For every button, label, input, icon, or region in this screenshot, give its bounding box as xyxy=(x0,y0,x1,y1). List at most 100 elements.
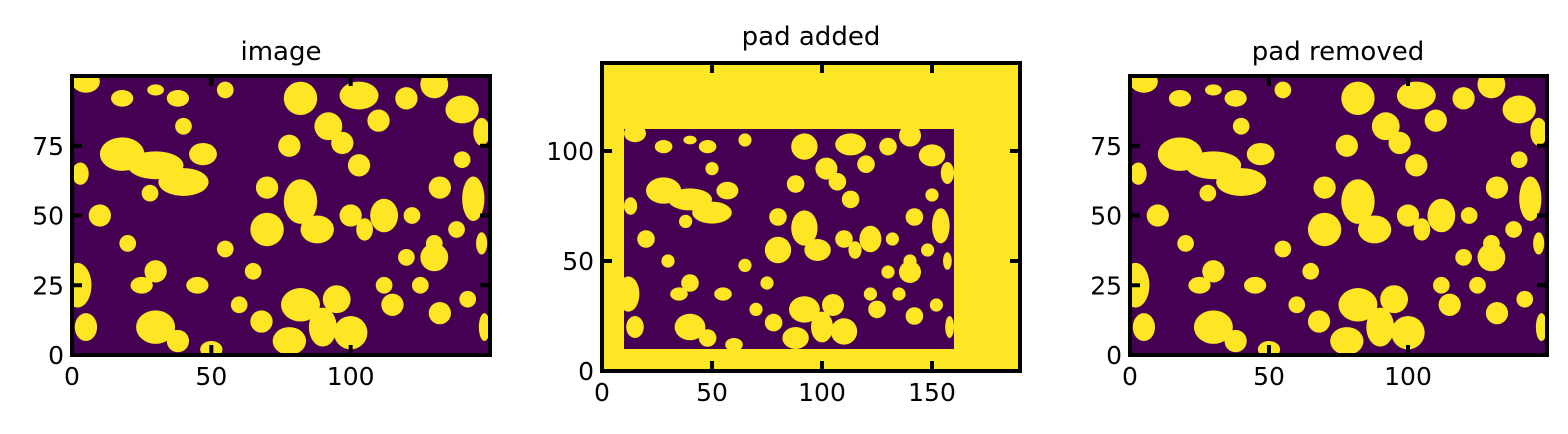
blob xyxy=(278,134,301,157)
blob xyxy=(879,137,897,156)
blob xyxy=(698,329,717,347)
blob xyxy=(230,296,248,314)
blob xyxy=(1246,142,1275,166)
blob xyxy=(331,131,354,155)
blob xyxy=(943,252,952,270)
image-region xyxy=(1130,76,1547,355)
blob xyxy=(921,243,935,257)
blob xyxy=(1357,215,1392,244)
blob-layer xyxy=(624,129,954,349)
blob xyxy=(1232,117,1250,135)
blob xyxy=(929,298,944,312)
blob xyxy=(626,316,644,338)
blob xyxy=(88,204,112,227)
blob xyxy=(764,313,783,332)
blob xyxy=(1455,248,1472,266)
blob xyxy=(375,276,393,294)
blob xyxy=(144,260,167,283)
blob xyxy=(1216,168,1267,196)
blob xyxy=(1188,276,1211,294)
blob xyxy=(791,133,818,160)
y-tick-label: 75 xyxy=(32,132,64,161)
blob xyxy=(1288,296,1306,314)
image-region xyxy=(72,76,490,355)
blob xyxy=(692,201,732,224)
blob xyxy=(314,112,343,141)
blob xyxy=(1371,112,1400,141)
blob xyxy=(637,230,655,248)
blob xyxy=(1177,235,1194,252)
panel-pad-removed: pad removed 0 50 100 0 25 50 75 xyxy=(1090,37,1549,391)
blob xyxy=(828,173,847,191)
blob xyxy=(1396,204,1420,227)
blob xyxy=(624,129,646,143)
blob xyxy=(459,290,477,308)
blob xyxy=(244,262,262,280)
blob xyxy=(381,293,404,316)
blob xyxy=(1243,276,1267,294)
blob xyxy=(905,208,924,226)
blob xyxy=(769,208,787,226)
blob xyxy=(367,109,390,132)
blob xyxy=(1452,87,1475,110)
blob xyxy=(1330,327,1364,355)
blob xyxy=(1510,151,1528,169)
axes-frame xyxy=(600,61,1022,373)
blob xyxy=(738,258,752,272)
blob xyxy=(448,221,465,238)
x-tick-label: 50 xyxy=(195,362,227,391)
blob xyxy=(1202,260,1225,283)
blob xyxy=(216,240,234,258)
y-tick-label: 0 xyxy=(48,341,64,370)
blob xyxy=(1341,81,1375,116)
x-tick-label: 100 xyxy=(327,362,375,391)
panel-image: image 0 50 100 0 25 50 75 xyxy=(32,37,492,391)
blob xyxy=(918,144,946,167)
blob xyxy=(674,313,706,341)
blob xyxy=(428,301,451,325)
y-tick-label: 50 xyxy=(1090,202,1122,231)
blob xyxy=(1205,84,1222,96)
blob xyxy=(868,300,886,319)
blob xyxy=(1535,313,1547,342)
blob xyxy=(1307,310,1331,333)
blob xyxy=(166,89,190,107)
blob xyxy=(347,154,371,177)
blob xyxy=(1130,162,1147,185)
y-tick-label: 75 xyxy=(1090,132,1122,161)
blob xyxy=(1469,276,1486,294)
blob xyxy=(119,235,137,252)
blob xyxy=(881,265,895,279)
blob xyxy=(835,133,866,156)
blob xyxy=(804,239,831,261)
blob xyxy=(716,181,739,200)
blob xyxy=(1433,276,1450,294)
blob xyxy=(764,236,792,264)
blob xyxy=(339,204,362,227)
blob xyxy=(308,307,337,347)
blob xyxy=(940,162,954,184)
blob xyxy=(738,133,752,147)
x-tick-label: 100 xyxy=(1384,362,1432,391)
blob xyxy=(1307,212,1342,247)
blob xyxy=(445,95,479,124)
blob xyxy=(1380,285,1408,314)
blob xyxy=(1427,198,1456,233)
y-tick-label: 0 xyxy=(578,357,594,386)
blob xyxy=(1477,243,1506,272)
blob xyxy=(1366,307,1395,347)
blob xyxy=(1146,204,1169,227)
axes-frame xyxy=(70,74,492,357)
blob xyxy=(830,318,858,345)
blob xyxy=(841,190,860,209)
blob xyxy=(714,287,732,301)
blob xyxy=(1505,221,1522,238)
blob xyxy=(1388,131,1411,155)
x-tick-label: 50 xyxy=(1253,362,1285,391)
blob xyxy=(1274,81,1292,99)
blob xyxy=(1274,240,1292,258)
blob xyxy=(166,329,190,353)
blob xyxy=(420,76,449,99)
blob xyxy=(356,218,373,241)
